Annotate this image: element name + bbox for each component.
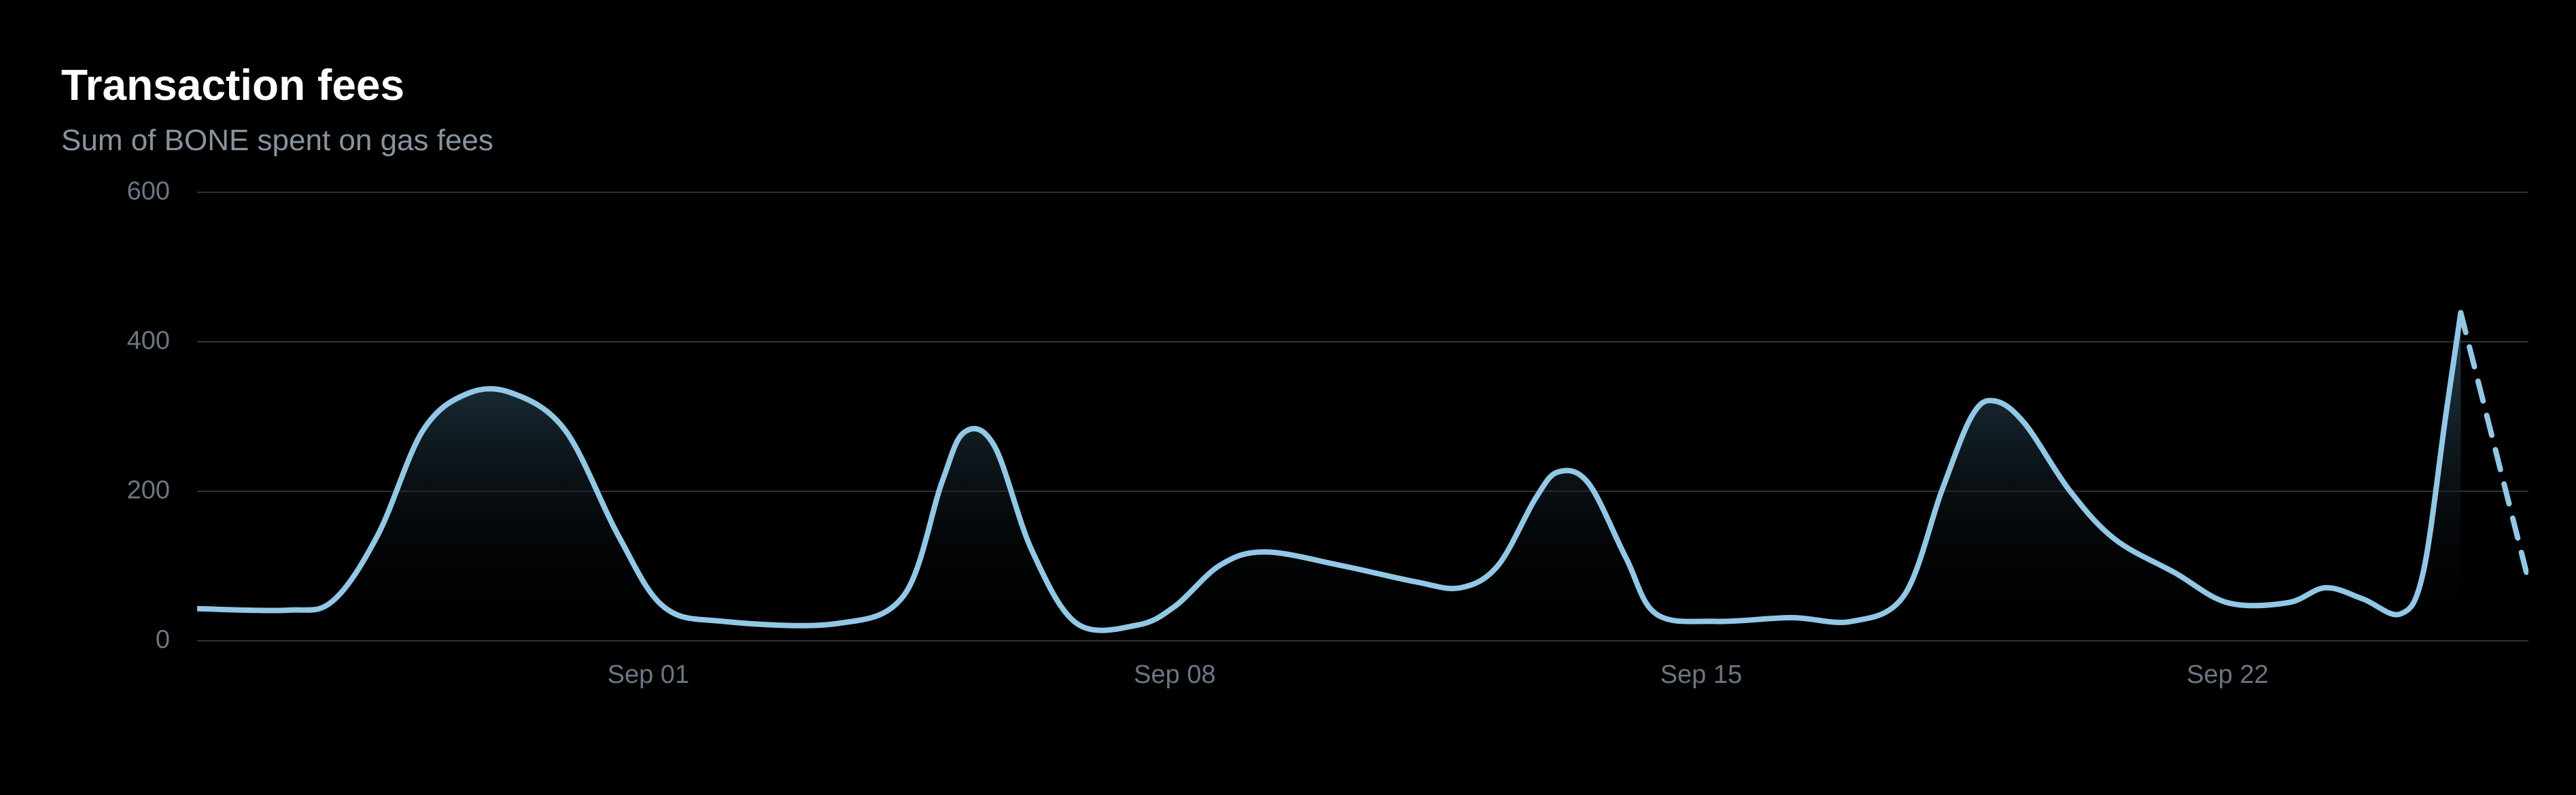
x-tick-label: Sep 08 [1134, 660, 1215, 690]
chart-title: Transaction fees [61, 61, 2528, 109]
chart-box: 0200400600 Sep 01Sep 08Sep 15Sep 22 [61, 192, 2528, 715]
y-tick-label: 400 [127, 327, 170, 356]
y-tick-label: 0 [156, 626, 170, 655]
y-tick-label: 600 [127, 177, 170, 207]
series-line-dashed [2460, 313, 2528, 581]
y-tick-label: 200 [127, 476, 170, 506]
x-tick-label: Sep 22 [2187, 660, 2268, 690]
chart-subtitle: Sum of BONE spent on gas fees [61, 124, 2528, 158]
x-tick-label: Sep 15 [1660, 660, 1742, 690]
chart-svg [197, 192, 2528, 640]
x-tick-label: Sep 01 [608, 660, 689, 690]
grid-line [197, 640, 2528, 641]
chart-container: Transaction fees Sum of BONE spent on ga… [0, 0, 2576, 749]
series-area-fill [197, 313, 2460, 641]
plot-area [197, 192, 2528, 640]
